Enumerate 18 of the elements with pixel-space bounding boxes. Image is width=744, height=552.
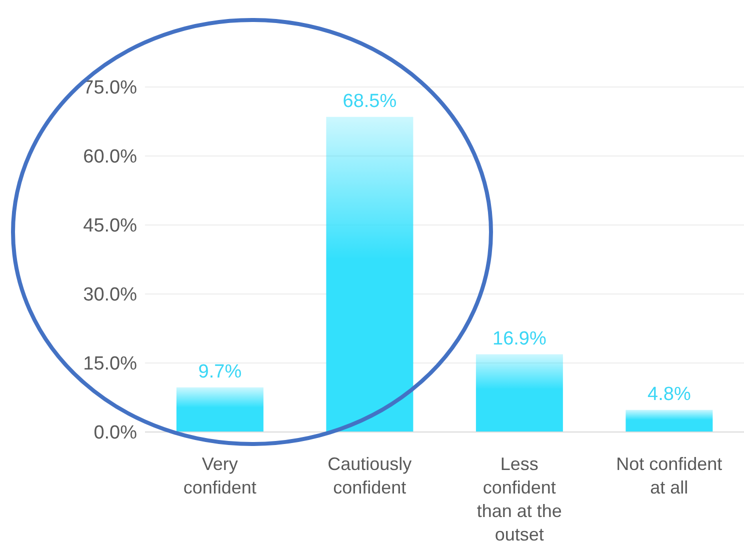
- bar: [176, 387, 264, 432]
- data-label: 68.5%: [342, 90, 397, 112]
- data-label: 9.7%: [198, 361, 242, 382]
- y-tick-label: 75.0%: [83, 78, 138, 99]
- x-tick-label: Not confident at all: [616, 454, 722, 498]
- x-tick-label: Less confident than at the outset: [476, 454, 562, 544]
- y-tick-label: 0.0%: [94, 422, 138, 444]
- data-label: 4.8%: [648, 384, 691, 405]
- y-tick-label: 60.0%: [83, 146, 138, 168]
- bar: [326, 116, 414, 432]
- y-tick-label: 15.0%: [83, 354, 138, 375]
- data-label: 16.9%: [492, 328, 546, 350]
- x-tick-label: Very confident: [183, 454, 256, 498]
- x-tick-label: Cautiously confident: [328, 454, 412, 498]
- y-tick-label: 45.0%: [83, 216, 138, 237]
- bar: [626, 410, 713, 432]
- y-tick-label: 30.0%: [83, 284, 138, 306]
- bar: [476, 354, 563, 432]
